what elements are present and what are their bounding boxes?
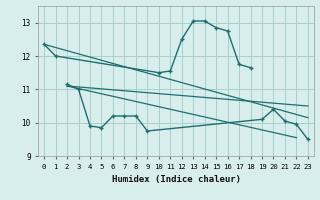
- X-axis label: Humidex (Indice chaleur): Humidex (Indice chaleur): [111, 175, 241, 184]
